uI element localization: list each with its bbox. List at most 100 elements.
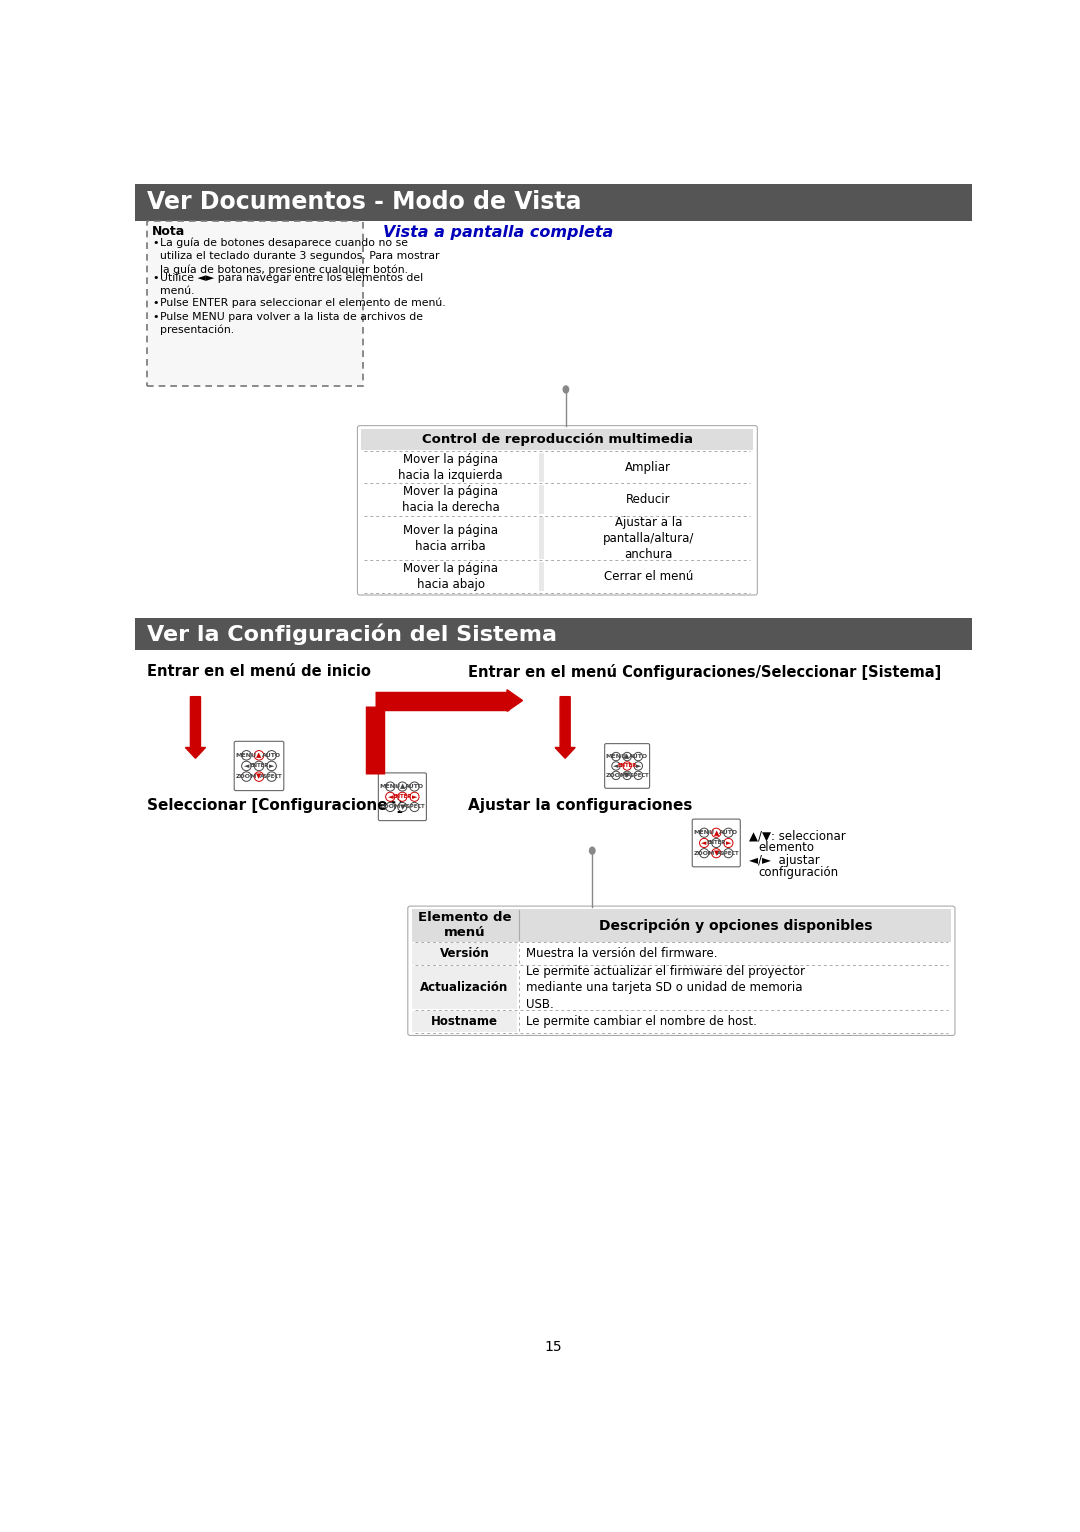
Text: MENU: MENU [235,752,257,758]
Text: ASPECT: ASPECT [260,774,283,780]
FancyBboxPatch shape [234,741,284,791]
Circle shape [267,772,276,781]
FancyBboxPatch shape [135,617,972,651]
Circle shape [634,771,643,780]
Text: ZOOM: ZOOM [693,850,715,856]
FancyBboxPatch shape [411,944,517,965]
Text: ASPECT: ASPECT [717,850,740,856]
Text: ASPECT: ASPECT [403,804,426,809]
Text: Ver la Configuración del Sistema: Ver la Configuración del Sistema [147,624,557,645]
Text: ►: ► [269,763,274,769]
Text: ENTER: ENTER [706,841,726,846]
Circle shape [724,838,733,847]
Text: ▲: ▲ [624,754,630,760]
Text: ▼: ▼ [714,850,719,856]
Text: Pulse MENU para volver a la lista de archivos de
presentación.: Pulse MENU para volver a la lista de arc… [160,311,422,336]
Circle shape [712,838,720,847]
Circle shape [712,829,720,838]
Text: ▼: ▼ [624,772,630,778]
Text: Entrar en el menú de inicio: Entrar en el menú de inicio [147,665,372,679]
Text: Elemento de
menú: Elemento de menú [418,912,511,939]
Text: elemento: elemento [758,841,814,855]
Circle shape [267,761,276,771]
Text: AUTO: AUTO [405,784,424,789]
Text: ENTER: ENTER [249,763,269,769]
Circle shape [397,792,407,801]
Circle shape [254,761,264,771]
Text: Vista a pantalla completa: Vista a pantalla completa [383,225,613,241]
Text: ►: ► [635,763,640,769]
FancyBboxPatch shape [539,452,544,483]
Text: ▼: ▼ [400,804,405,810]
Text: Reducir: Reducir [626,493,671,506]
Text: Mover la página
hacia la izquierda: Mover la página hacia la izquierda [399,452,503,481]
Text: Ajustar a la
pantalla/altura/
anchura: Ajustar a la pantalla/altura/ anchura [603,516,694,561]
Text: Seleccionar [Configuraciones]: Seleccionar [Configuraciones] [147,798,404,813]
Text: ASPECT: ASPECT [627,772,649,778]
Text: AUTO: AUTO [629,754,648,758]
Text: configuración: configuración [758,866,838,879]
Text: Pulse ENTER para seleccionar el elemento de menú.: Pulse ENTER para seleccionar el elemento… [160,297,445,308]
Text: Le permite actualizar el firmware del proyector
mediante una tarjeta SD o unidad: Le permite actualizar el firmware del pr… [526,965,806,1011]
Text: Entrar en el menú Configuraciones/Seleccionar [Sistema]: Entrar en el menú Configuraciones/Selecc… [469,665,942,680]
Text: Muestra la versión del firmware.: Muestra la versión del firmware. [526,947,718,961]
FancyBboxPatch shape [378,772,427,821]
FancyArrow shape [555,697,576,758]
Text: ZOOM: ZOOM [605,772,626,778]
Text: 15: 15 [544,1339,563,1354]
Text: ►: ► [726,840,731,846]
Circle shape [242,761,252,771]
Circle shape [386,781,395,791]
Text: ENTER: ENTER [393,794,413,800]
Circle shape [634,752,643,761]
Circle shape [700,849,708,858]
Text: ◄: ◄ [388,794,393,800]
Text: Le permite cambiar el nombre de host.: Le permite cambiar el nombre de host. [526,1016,757,1028]
Circle shape [242,751,252,760]
Text: ▲: ▲ [400,783,405,789]
Text: •: • [152,297,159,308]
Circle shape [410,803,419,812]
Circle shape [623,771,632,780]
Circle shape [724,829,733,838]
FancyBboxPatch shape [539,486,544,515]
Text: ◄: ◄ [613,763,619,769]
FancyBboxPatch shape [408,905,955,1036]
Circle shape [397,781,407,791]
Circle shape [410,781,419,791]
Text: Mover la página
hacia abajo: Mover la página hacia abajo [403,562,498,591]
FancyArrow shape [186,697,205,758]
Circle shape [410,792,419,801]
Text: Cerrar el menú: Cerrar el menú [604,570,693,584]
Circle shape [724,849,733,858]
Circle shape [700,829,708,838]
Circle shape [254,751,264,760]
Text: ◄: ◄ [701,840,706,846]
Text: ENTER: ENTER [618,763,637,769]
FancyBboxPatch shape [362,429,754,450]
Text: Utilice ◄► para navegar entre los elementos del
menú.: Utilice ◄► para navegar entre los elemen… [160,273,423,296]
Text: ▲: ▲ [256,752,261,758]
Circle shape [386,803,395,812]
Text: Descripción y opciones disponibles: Descripción y opciones disponibles [599,918,873,933]
Circle shape [242,772,252,781]
Text: ▼: ▼ [256,774,261,780]
Circle shape [623,761,632,771]
Circle shape [397,803,407,812]
Text: MENU: MENU [693,830,715,835]
Text: ZOOM: ZOOM [379,804,401,809]
Text: Control de reproducción multimedia: Control de reproducción multimedia [422,434,693,446]
Text: Ver Documentos - Modo de Vista: Ver Documentos - Modo de Vista [147,190,582,214]
Text: AUTO: AUTO [719,830,738,835]
Circle shape [634,761,643,771]
FancyBboxPatch shape [411,967,517,1010]
Circle shape [267,751,276,760]
Text: AUTO: AUTO [262,752,281,758]
Ellipse shape [590,847,595,855]
Text: ZOOM: ZOOM [235,774,257,780]
Text: ◄/►  ajustar: ◄/► ajustar [748,853,820,867]
Text: •: • [152,273,159,283]
Text: MENU: MENU [380,784,401,789]
Text: ►: ► [411,794,417,800]
Text: Nota: Nota [152,225,186,239]
